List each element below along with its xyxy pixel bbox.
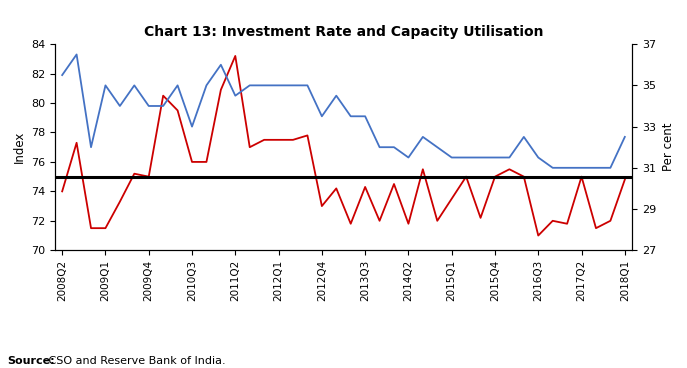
Capacity utilisation (CU): [491, 174, 499, 179]
Investment rate (right scale): [520, 135, 528, 139]
Investment rate (right scale): [58, 73, 67, 77]
Capacity utilisation (CU): [390, 182, 398, 186]
Capacity utilisation (CU): [173, 108, 181, 113]
Capacity utilisation (CU): [131, 171, 139, 176]
Capacity utilisation (CU): [607, 219, 615, 223]
Capacity utilisation (CU): [318, 204, 326, 208]
Average CU: [73, 174, 81, 179]
Investment rate (right scale): [131, 83, 139, 88]
Capacity utilisation (CU): [477, 216, 485, 220]
Investment rate (right scale): [275, 83, 283, 88]
Capacity utilisation (CU): [433, 219, 442, 223]
Investment rate (right scale): [145, 104, 153, 108]
Capacity utilisation (CU): [73, 141, 81, 145]
Capacity utilisation (CU): [333, 186, 341, 191]
Capacity utilisation (CU): [203, 160, 211, 164]
Investment rate (right scale): [477, 155, 485, 160]
Investment rate (right scale): [506, 155, 514, 160]
Investment rate (right scale): [607, 166, 615, 170]
Capacity utilisation (CU): [462, 174, 470, 179]
Capacity utilisation (CU): [289, 138, 297, 142]
Capacity utilisation (CU): [375, 219, 383, 223]
Capacity utilisation (CU): [116, 199, 124, 204]
Investment rate (right scale): [361, 114, 370, 118]
Capacity utilisation (CU): [102, 226, 110, 230]
Capacity utilisation (CU): [260, 138, 268, 142]
Investment rate (right scale): [448, 155, 456, 160]
Capacity utilisation (CU): [188, 160, 196, 164]
Investment rate (right scale): [491, 155, 499, 160]
Capacity utilisation (CU): [231, 54, 240, 58]
Capacity utilisation (CU): [58, 189, 67, 194]
Capacity utilisation (CU): [563, 222, 572, 226]
Investment rate (right scale): [375, 145, 383, 149]
Text: CSO and Reserve Bank of India.: CSO and Reserve Bank of India.: [45, 356, 225, 366]
Investment rate (right scale): [260, 83, 268, 88]
Investment rate (right scale): [231, 93, 240, 98]
Investment rate (right scale): [246, 83, 254, 88]
Investment rate (right scale): [304, 83, 312, 88]
Investment rate (right scale): [116, 104, 124, 108]
Investment rate (right scale): [188, 124, 196, 129]
Title: Chart 13: Investment Rate and Capacity Utilisation: Chart 13: Investment Rate and Capacity U…: [144, 25, 543, 39]
Investment rate (right scale): [419, 135, 427, 139]
Text: Source:: Source:: [7, 356, 54, 366]
Investment rate (right scale): [318, 114, 326, 118]
Capacity utilisation (CU): [275, 138, 283, 142]
Investment rate (right scale): [159, 104, 168, 108]
Investment rate (right scale): [549, 166, 557, 170]
Investment rate (right scale): [592, 166, 600, 170]
Investment rate (right scale): [433, 145, 442, 149]
Y-axis label: Index: Index: [12, 131, 25, 163]
Investment rate (right scale): [102, 83, 110, 88]
Capacity utilisation (CU): [448, 197, 456, 201]
Investment rate (right scale): [578, 166, 586, 170]
Capacity utilisation (CU): [404, 222, 412, 226]
Capacity utilisation (CU): [347, 222, 355, 226]
Capacity utilisation (CU): [506, 167, 514, 171]
Investment rate (right scale): [73, 52, 81, 57]
Capacity utilisation (CU): [578, 174, 586, 179]
Y-axis label: Per cent: Per cent: [662, 123, 675, 171]
Investment rate (right scale): [534, 155, 543, 160]
Line: Investment rate (right scale): Investment rate (right scale): [63, 54, 625, 168]
Investment rate (right scale): [621, 135, 629, 139]
Capacity utilisation (CU): [419, 167, 427, 171]
Capacity utilisation (CU): [246, 145, 254, 149]
Line: Capacity utilisation (CU): Capacity utilisation (CU): [63, 56, 625, 236]
Capacity utilisation (CU): [145, 174, 153, 179]
Capacity utilisation (CU): [217, 88, 225, 92]
Capacity utilisation (CU): [361, 185, 370, 189]
Capacity utilisation (CU): [159, 93, 168, 98]
Capacity utilisation (CU): [304, 133, 312, 138]
Investment rate (right scale): [217, 63, 225, 67]
Investment rate (right scale): [404, 155, 412, 160]
Capacity utilisation (CU): [621, 177, 629, 182]
Capacity utilisation (CU): [87, 226, 95, 230]
Investment rate (right scale): [333, 93, 341, 98]
Capacity utilisation (CU): [549, 219, 557, 223]
Investment rate (right scale): [462, 155, 470, 160]
Investment rate (right scale): [563, 166, 572, 170]
Investment rate (right scale): [390, 145, 398, 149]
Capacity utilisation (CU): [592, 226, 600, 230]
Capacity utilisation (CU): [520, 174, 528, 179]
Investment rate (right scale): [347, 114, 355, 118]
Investment rate (right scale): [173, 83, 181, 88]
Investment rate (right scale): [203, 83, 211, 88]
Investment rate (right scale): [87, 145, 95, 149]
Investment rate (right scale): [289, 83, 297, 88]
Average CU: [58, 174, 67, 179]
Capacity utilisation (CU): [534, 233, 543, 238]
